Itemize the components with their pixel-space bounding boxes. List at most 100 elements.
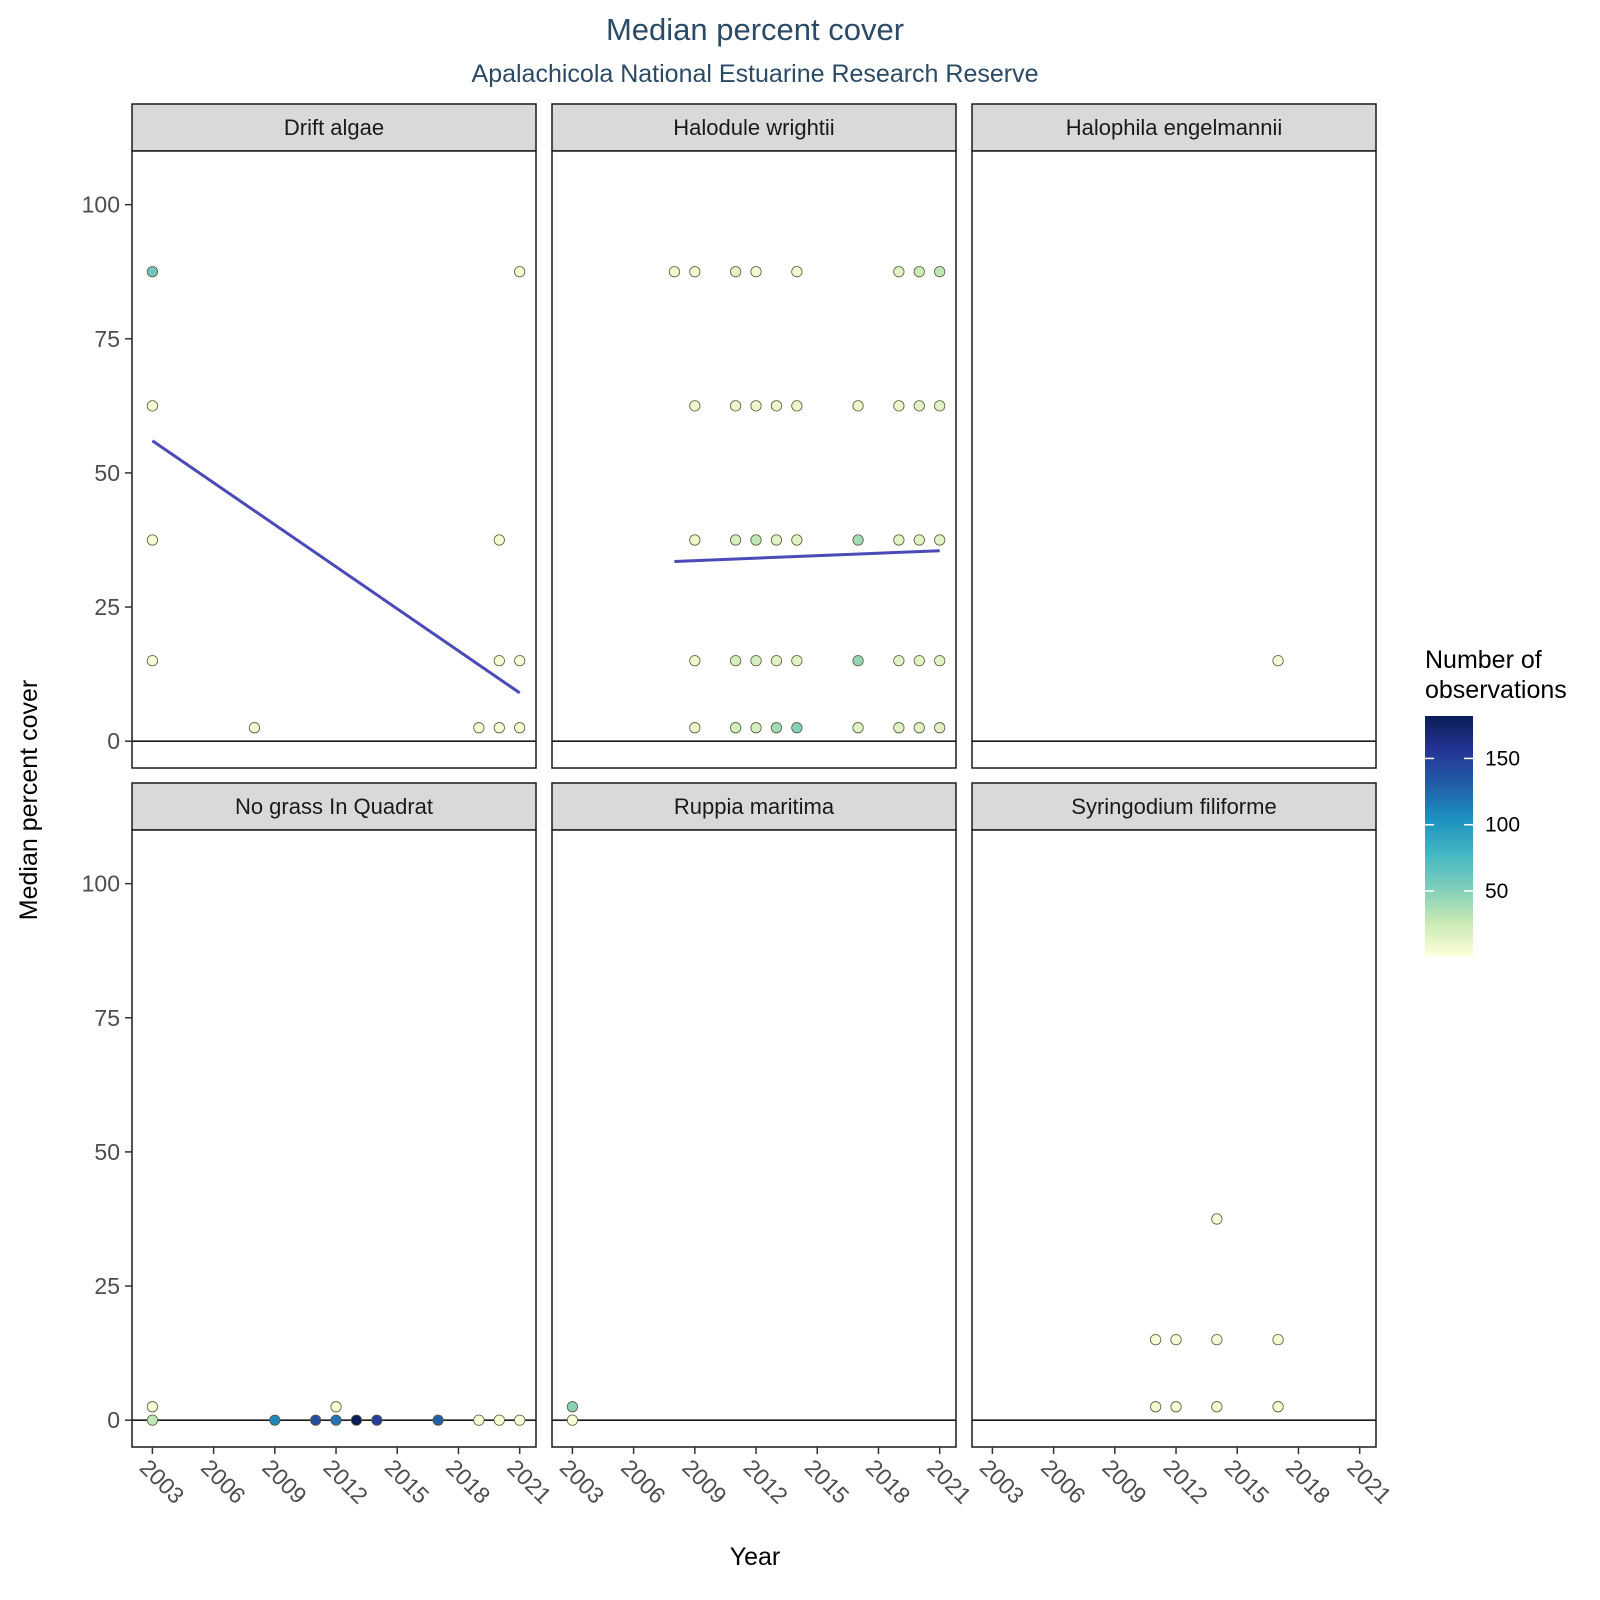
y-tick-label: 75 (94, 326, 120, 352)
data-point (913, 534, 925, 546)
data-point (146, 534, 159, 546)
data-point (791, 534, 803, 546)
legend-colorbar (1425, 716, 1473, 956)
data-point (1272, 1334, 1284, 1346)
x-tick-label: 2003 (135, 1454, 190, 1509)
x-tick-label: 2018 (861, 1454, 916, 1509)
facet-panel (131, 829, 537, 1448)
data-point (893, 266, 905, 278)
data-point (750, 722, 762, 734)
data-point (730, 722, 742, 734)
x-tick-label: 2003 (975, 1454, 1030, 1509)
facet-panel (551, 150, 957, 769)
data-point (689, 400, 701, 412)
data-point (913, 655, 925, 667)
data-point (668, 266, 681, 278)
data-point (913, 400, 925, 412)
data-point (934, 655, 946, 667)
x-tick-label: 2012 (739, 1454, 794, 1509)
data-point (1211, 1401, 1223, 1413)
data-point (1211, 1213, 1223, 1225)
facet-strip (131, 782, 537, 831)
x-tick-label: 2006 (616, 1454, 671, 1509)
facet-panels: Drift algae 0 25 50 75 100 Halodule wrightii Ha… (82, 103, 1397, 1509)
data-point (730, 400, 742, 412)
facet-panel (551, 829, 957, 1448)
data-point (432, 1414, 444, 1426)
data-point (1150, 1334, 1162, 1346)
data-point (493, 722, 505, 734)
trend-line (151, 439, 521, 695)
data-point (350, 1414, 363, 1426)
data-point (770, 400, 783, 412)
data-point (934, 534, 946, 546)
data-point (146, 1414, 159, 1426)
y-tick-label: 50 (94, 1139, 120, 1165)
x-tick-label: 2006 (1036, 1454, 1091, 1509)
y-tick-label: 100 (82, 192, 120, 218)
legend-title-line2: observations (1425, 676, 1567, 704)
facet-strip (971, 103, 1377, 152)
x-axis-title: Year (730, 1543, 781, 1571)
y-tick-label: 100 (82, 871, 120, 897)
data-point (852, 722, 864, 734)
facet-no-grass-in-quadrat: No grass In Quadrat 0 25 50 75 100 2003 2006 200… (82, 782, 557, 1509)
facet-strip-label: Halodule wrightii (673, 115, 834, 140)
data-point (689, 655, 701, 667)
x-tick-label: 2018 (1281, 1454, 1336, 1509)
x-tick-label: 2015 (800, 1454, 855, 1509)
data-point (791, 722, 803, 734)
x-tick-label: 2006 (196, 1454, 251, 1509)
y-axis-title: Median percent cover (15, 680, 43, 920)
data-point (248, 722, 261, 734)
data-point (514, 266, 526, 278)
x-tick-label: 2015 (380, 1454, 435, 1509)
trend-line (674, 549, 940, 563)
data-point (146, 400, 159, 412)
data-point (1170, 1401, 1182, 1413)
data-point (934, 722, 946, 734)
data-point (770, 722, 783, 734)
data-point (514, 1414, 526, 1426)
chart-title: Median percent cover (605, 12, 905, 47)
data-point (514, 722, 526, 734)
data-point (514, 655, 526, 667)
facet-panel (971, 150, 1377, 769)
facet-panel (971, 829, 1377, 1448)
data-point (791, 655, 803, 667)
data-point (750, 400, 762, 412)
data-point (893, 534, 905, 546)
data-point (934, 266, 946, 278)
data-point (750, 655, 762, 667)
color-legend: Number of observations 50 100 150 (1425, 646, 1567, 956)
data-point (791, 266, 803, 278)
facet-ruppia-maritima: Ruppia maritima 2003 2006 2009 2012 2015 2018 2… (551, 782, 977, 1509)
data-point (934, 400, 946, 412)
data-point (689, 722, 701, 734)
facet-strip-label: Ruppia maritima (674, 794, 835, 819)
data-point (913, 722, 925, 734)
legend-tick-label: 50 (1485, 880, 1508, 903)
data-point (566, 1414, 579, 1426)
data-point (852, 655, 864, 667)
data-point (493, 1414, 505, 1426)
facet-strip-label: Syringodium filiforme (1071, 794, 1276, 819)
data-point (689, 534, 701, 546)
y-tick-label: 25 (94, 1273, 120, 1299)
data-point (893, 400, 905, 412)
facet-panel (131, 150, 537, 769)
chart-subtitle: Apalachicola National Estuarine Research… (471, 60, 1039, 88)
data-point (310, 1414, 322, 1426)
data-point (146, 266, 159, 278)
data-point (852, 534, 864, 546)
x-tick-label: 2015 (1220, 1454, 1275, 1509)
x-tick-label: 2012 (319, 1454, 374, 1509)
data-point (146, 655, 159, 667)
x-tick-label: 2003 (555, 1454, 610, 1509)
x-tick-label: 2018 (441, 1454, 496, 1509)
facet-strip-label: Halophila engelmannii (1066, 115, 1282, 140)
y-tick-label: 25 (94, 594, 120, 620)
y-tick-label: 75 (94, 1005, 120, 1031)
